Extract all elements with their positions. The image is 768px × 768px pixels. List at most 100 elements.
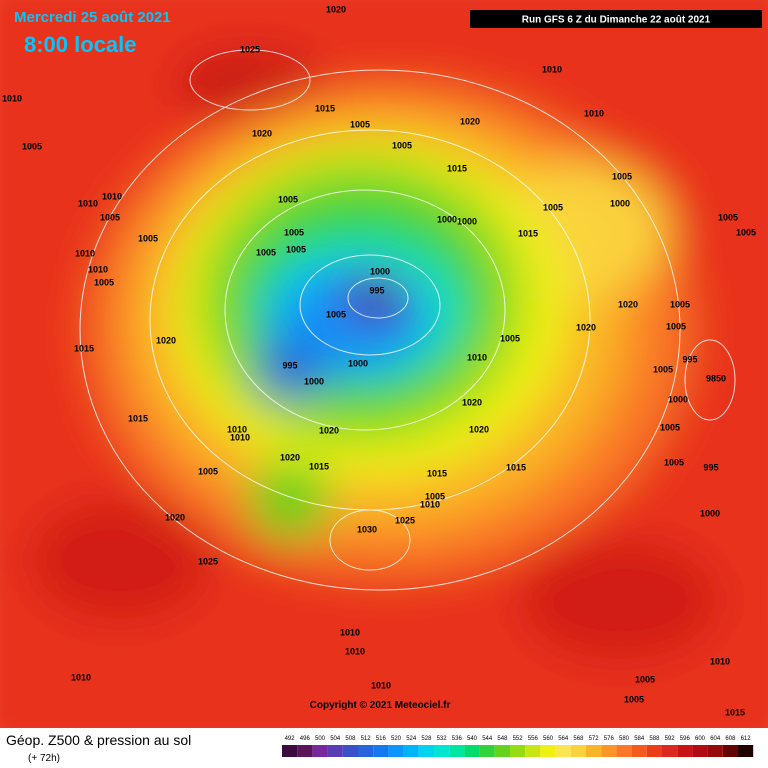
pressure-label: 1005 [94,277,114,287]
legend-swatch [327,745,343,757]
legend-label: 492 [285,736,296,742]
pressure-label: 1010 [542,64,562,74]
pressure-label: 1000 [370,266,390,276]
pressure-label: 995 [703,462,718,472]
pressure-label: 1005 [664,457,684,467]
pressure-label: 995 [369,285,384,295]
pressure-label: 1010 [710,656,730,666]
pressure-label: 1005 [635,674,655,684]
legend-swatch [722,745,738,757]
legend-label: 532 [437,736,448,742]
legend-label: 540 [467,736,478,742]
pressure-label: 1005 [326,309,346,319]
legend-swatch [494,745,510,757]
legend-swatch [434,745,450,757]
pressure-label: 995 [282,360,297,370]
pressure-label: 1005 [392,140,412,150]
legend-label: 568 [573,736,584,742]
pressure-label: 1020 [469,424,489,434]
legend-label: 544 [482,736,493,742]
legend-label: 524 [406,736,417,742]
pressure-label: 1005 [256,247,276,257]
legend-label: 552 [513,736,524,742]
pressure-label: 1015 [128,413,148,423]
legend-swatch [403,745,419,757]
legend-label: 556 [528,736,539,742]
pressure-label: 1020 [165,512,185,522]
legend-swatch [540,745,556,757]
legend-label: 496 [300,736,311,742]
pressure-label: 1010 [71,672,91,682]
pressure-label: 1010 [78,198,98,208]
pressure-label: 1005 [543,202,563,212]
pressure-label: 1020 [280,452,300,462]
pressure-label: 1015 [447,163,467,173]
legend-label: 500 [315,736,326,742]
pressure-label: 1020 [460,116,480,126]
pressure-label: 1020 [618,299,638,309]
legend-label: 608 [725,736,736,742]
pressure-label: 1015 [725,707,745,717]
legend: 492 496 500 504 508 512 516 520 524 528 532 536 540 5… [282,736,754,757]
pressure-label: 1020 [462,397,482,407]
pressure-label: 1005 [198,466,218,476]
pressure-label: 1010 [371,680,391,690]
pressure-label: 1015 [518,228,538,238]
pressure-label: 1020 [576,322,596,332]
legend-swatch [282,745,298,757]
pressure-label: 995 [682,354,697,364]
legend-label: 584 [634,736,645,742]
legend-label: 564 [558,736,569,742]
pressure-label: 1005 [100,212,120,222]
legend-label: 580 [619,736,630,742]
pressure-label: 1010 [340,627,360,637]
legend-label: 600 [695,736,706,742]
pressure-label: 9850 [706,373,726,383]
pressure-label: 1005 [666,321,686,331]
pressure-label: 1020 [156,335,176,345]
legend-swatch [570,745,586,757]
legend-swatch [677,745,693,757]
pressure-label: 1005 [736,227,756,237]
legend-label: 520 [391,736,402,742]
pressure-label: 1020 [326,4,346,14]
footer-title: Géop. Z500 & pression au sol [6,732,191,748]
legend-swatch [601,745,617,757]
pressure-label: 1005 [670,299,690,309]
pressure-label: 1015 [427,468,447,478]
footer-lead: (+ 72h) [28,753,60,764]
legend-label: 560 [543,736,554,742]
pressure-label: 1000 [668,394,688,404]
legend-swatch [586,745,602,757]
pressure-label: 1005 [425,491,445,501]
legend-swatch [631,745,647,757]
pressure-label: 1025 [395,515,415,525]
pressure-label: 1010 [227,424,247,434]
legend-swatch [555,745,571,757]
pressure-label: 1005 [718,212,738,222]
pressure-label: 1010 [467,352,487,362]
run-box [470,10,762,28]
pressure-label: 1005 [500,333,520,343]
run-info: Run GFS 6 Z du Dimanche 22 août 2021 [522,15,711,26]
pressure-label: 1000 [457,216,477,226]
pressure-label: 1000 [304,376,324,386]
pressure-label: 1010 [2,93,22,103]
pressure-label: 1005 [138,233,158,243]
legend-swatch [525,745,541,757]
legend-swatch [464,745,480,757]
pressure-label: 1030 [357,524,377,534]
forecast-date: Mercredi 25 août 2021 [14,9,171,26]
legend-swatch [646,745,662,757]
legend-swatch [418,745,434,757]
legend-label: 508 [345,736,356,742]
legend-swatch [449,745,465,757]
pressure-label: 1000 [610,198,630,208]
legend-swatch [707,745,723,757]
legend-label: 612 [741,736,752,742]
legend-label: 536 [452,736,463,742]
pressure-label: 1000 [348,358,368,368]
legend-label: 576 [604,736,615,742]
legend-swatch [297,745,313,757]
pressure-label: 1015 [309,461,329,471]
